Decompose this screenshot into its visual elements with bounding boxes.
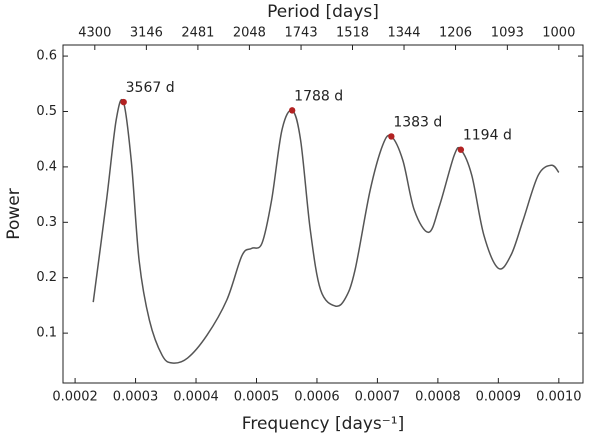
x-tick-label: 0.0005 (234, 390, 280, 405)
x2-tick-label: 2481 (181, 26, 214, 41)
x-axis-label: Frequency [days⁻¹] (242, 414, 404, 434)
x-tick-label: 0.0006 (294, 390, 340, 405)
x-tick-label: 0.0004 (173, 390, 219, 405)
peak-label: 3567 d (126, 80, 175, 96)
y-tick-label: 0.5 (36, 104, 57, 119)
peak-marker (457, 146, 465, 153)
peak-marker (288, 107, 296, 114)
x2-tick-label: 4300 (78, 26, 111, 41)
x-tick-label: 0.0008 (415, 390, 461, 405)
x2-tick-label: 3146 (130, 26, 163, 41)
x-tick-label: 0.0010 (536, 390, 582, 405)
x2-axis-label: Period [days] (267, 2, 379, 22)
x2-tick-label: 1344 (387, 26, 420, 41)
peak-marker (388, 133, 395, 140)
y-axis-label: Power (4, 188, 24, 239)
y-tick-label: 0.4 (36, 159, 57, 174)
x-tick-label: 0.0007 (355, 390, 401, 405)
peak-label: 1788 d (294, 88, 343, 104)
x2-tick-label: 1518 (336, 26, 369, 41)
y-tick-label: 0.1 (36, 326, 57, 341)
x2-tick-label: 1000 (542, 26, 575, 41)
y-tick-label: 0.3 (36, 215, 57, 230)
x2-tick-label: 1206 (439, 26, 472, 41)
x2-tick-label: 1093 (491, 26, 524, 41)
y-tick-label: 0.2 (36, 270, 57, 285)
power-line (92, 98, 560, 364)
peak-label: 1383 d (393, 114, 442, 130)
peak-marker (120, 98, 127, 106)
x-tick-label: 0.0002 (52, 390, 98, 405)
x-tick-label: 0.0003 (113, 390, 159, 405)
x2-tick-label: 1743 (285, 26, 318, 41)
plot-frame (62, 44, 584, 384)
y-tick-label: 0.6 (36, 49, 57, 64)
peak-label: 1194 d (463, 128, 512, 144)
x2-tick-label: 2048 (233, 26, 266, 41)
x-tick-label: 0.0009 (476, 390, 522, 405)
